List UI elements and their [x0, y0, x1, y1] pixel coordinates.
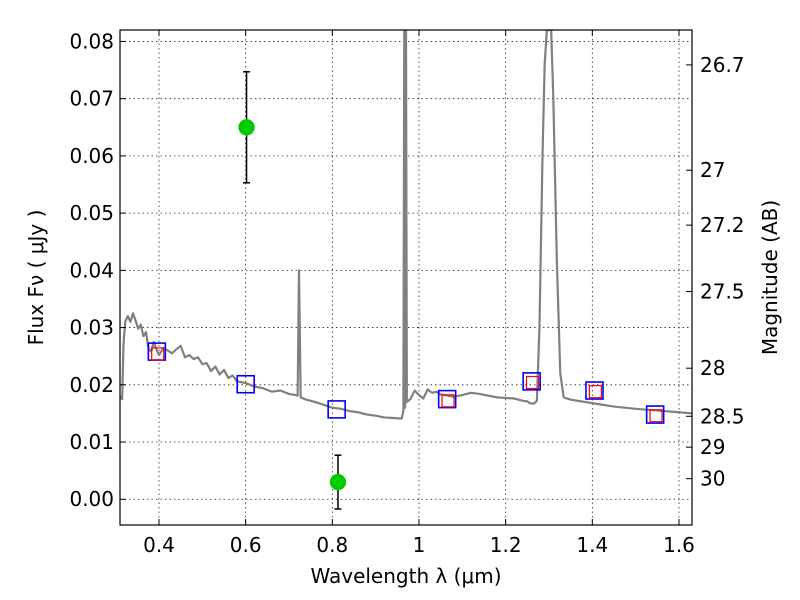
y-tick-label: 0.07	[69, 87, 114, 111]
model-photometry-marker	[236, 374, 255, 394]
x-axis-title: Wavelength λ (μm)	[310, 564, 501, 588]
x-tick-label: 1.2	[490, 533, 522, 557]
right-y-tick-label: 27	[700, 158, 725, 182]
grid	[120, 30, 692, 525]
y-tick-label: 0.06	[69, 144, 114, 168]
right-y-tick-label: 27.5	[700, 280, 745, 304]
x-tick-label: 0.8	[316, 533, 348, 557]
plot-area	[120, 30, 692, 510]
filter-average-marker	[649, 409, 663, 423]
y-axis-title: Flux Fν ( μJy )	[24, 210, 48, 346]
model-photometry-marker	[585, 381, 604, 400]
y-tick-label: 0.03	[69, 316, 114, 340]
model-photometry-marker	[327, 400, 346, 419]
right-y-tick-label: 29	[700, 435, 725, 459]
model-photometry-marker	[645, 405, 665, 424]
model-photometry-marker	[437, 389, 457, 409]
model-photometry-marker	[522, 372, 541, 391]
y-tick-label: 0.04	[69, 258, 114, 282]
y-tick-label: 0.01	[69, 430, 114, 454]
x-tick-label: 1.6	[663, 533, 695, 557]
observed-flux-point	[329, 473, 347, 491]
x-tick-label: 0.6	[230, 533, 262, 557]
y-tick-label: 0.00	[69, 487, 114, 511]
axes-frame	[119, 29, 693, 526]
axis-ticks: 0.4 0.6 0.8 1 1.2 1.4 1.6 0.00 0.01 0.02 0.03 0.04 0…	[69, 29, 744, 557]
filter-average-marker	[441, 394, 455, 408]
x-tick-label: 1	[413, 533, 426, 557]
right-y-tick-label: 30	[700, 467, 725, 491]
x-tick-label: 1.4	[576, 533, 608, 557]
right-y-tick-label: 27.2	[700, 213, 745, 237]
y-tick-label: 0.05	[69, 201, 114, 225]
right-y-axis-title: Magnitude (AB)	[758, 200, 782, 355]
y-tick-label: 0.02	[69, 373, 114, 397]
spectrum-line	[120, 30, 692, 420]
x-tick-label: 0.4	[143, 533, 175, 557]
right-y-tick-label: 26.7	[700, 53, 745, 77]
filter-average-marker	[588, 385, 602, 399]
observed-flux-point	[238, 119, 255, 136]
right-y-tick-label: 28.5	[700, 404, 745, 428]
y-tick-label: 0.08	[69, 29, 114, 53]
filter-average-marker	[525, 375, 540, 390]
right-y-tick-label: 28	[700, 356, 725, 380]
filter-average-marker	[151, 347, 165, 361]
